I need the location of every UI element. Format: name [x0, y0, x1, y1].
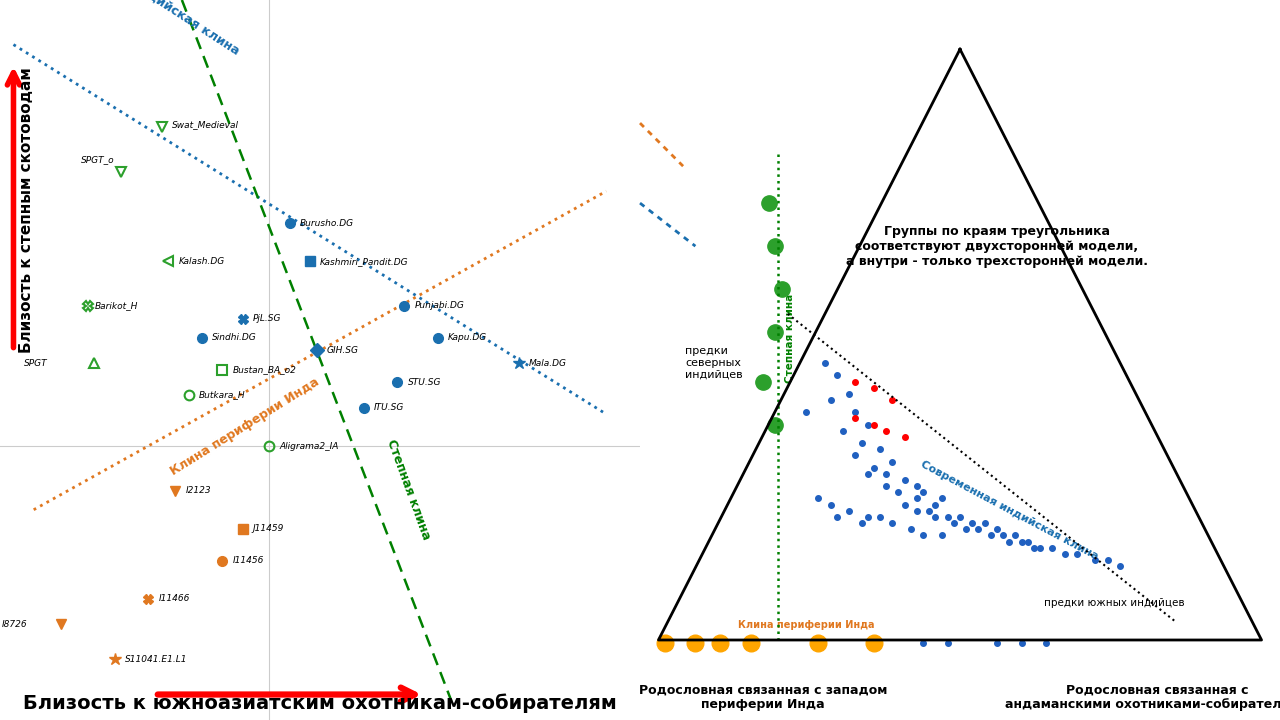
Text: Kapu.DG: Kapu.DG: [448, 333, 488, 342]
Text: Клина периферии Инда: Клина периферии Инда: [739, 620, 876, 629]
Text: SPGT: SPGT: [23, 359, 47, 368]
Text: Близость к степным скотоводам: Близость к степным скотоводам: [19, 68, 35, 353]
Text: Современная индийская клина: Современная индийская клина: [47, 0, 242, 58]
Text: Swat_Medieval: Swat_Medieval: [172, 120, 239, 129]
Text: Punjabi.DG: Punjabi.DG: [415, 302, 465, 310]
Text: Barikot_H: Barikot_H: [95, 302, 138, 310]
Text: I2123: I2123: [186, 486, 211, 495]
Text: Kalash.DG: Kalash.DG: [178, 257, 225, 266]
Text: PjL.SG: PjL.SG: [252, 314, 282, 323]
Text: Kashmiri_Pandit.DG: Kashmiri_Pandit.DG: [320, 257, 408, 266]
Text: предки
северных
индийцев: предки северных индийцев: [685, 346, 742, 379]
Text: STU.SG: STU.SG: [407, 378, 442, 387]
Text: GIH.SG: GIH.SG: [326, 346, 358, 355]
Text: J11459: J11459: [252, 524, 284, 534]
Text: Aligrama2_IA: Aligrama2_IA: [279, 441, 339, 451]
Text: Родословная связанная с западом
периферии Инда: Родословная связанная с западом перифери…: [639, 683, 887, 711]
Text: Burusho.DG: Burusho.DG: [300, 218, 353, 228]
Text: Степная клина: Степная клина: [785, 294, 795, 383]
Text: I11466: I11466: [159, 595, 189, 603]
Text: Родословная связанная с
андаманскими охотниками-собирателями: Родословная связанная с андаманскими охо…: [1005, 683, 1280, 711]
Text: Близость к южноазиатским охотникам-собирателям: Близость к южноазиатским охотникам-собир…: [23, 693, 617, 713]
Text: SPGT_o: SPGT_o: [81, 155, 114, 163]
Text: Степная клина: Степная клина: [384, 438, 433, 541]
Text: Mala.DG: Mala.DG: [529, 359, 567, 368]
Text: Sindhi.DG: Sindhi.DG: [212, 333, 257, 342]
Text: предки южных индийцев: предки южных индийцев: [1043, 598, 1184, 608]
Text: I8726: I8726: [1, 620, 27, 629]
Text: Butkara_H: Butkara_H: [198, 390, 246, 400]
Text: Группы по краям треугольника
соответствуют двухсторонней модели,
а внутри - толь: Группы по краям треугольника соответству…: [846, 225, 1148, 268]
Text: ITU.SG: ITU.SG: [374, 403, 404, 413]
Text: Клина периферии Инда: Клина периферии Инда: [169, 375, 321, 478]
Text: I11456: I11456: [233, 557, 264, 565]
Text: Современная индийская клина: Современная индийская клина: [919, 459, 1100, 562]
Text: Bustan_BA_o2: Bustan_BA_o2: [233, 365, 296, 374]
Text: S11041.E1.L1: S11041.E1.L1: [124, 655, 187, 664]
